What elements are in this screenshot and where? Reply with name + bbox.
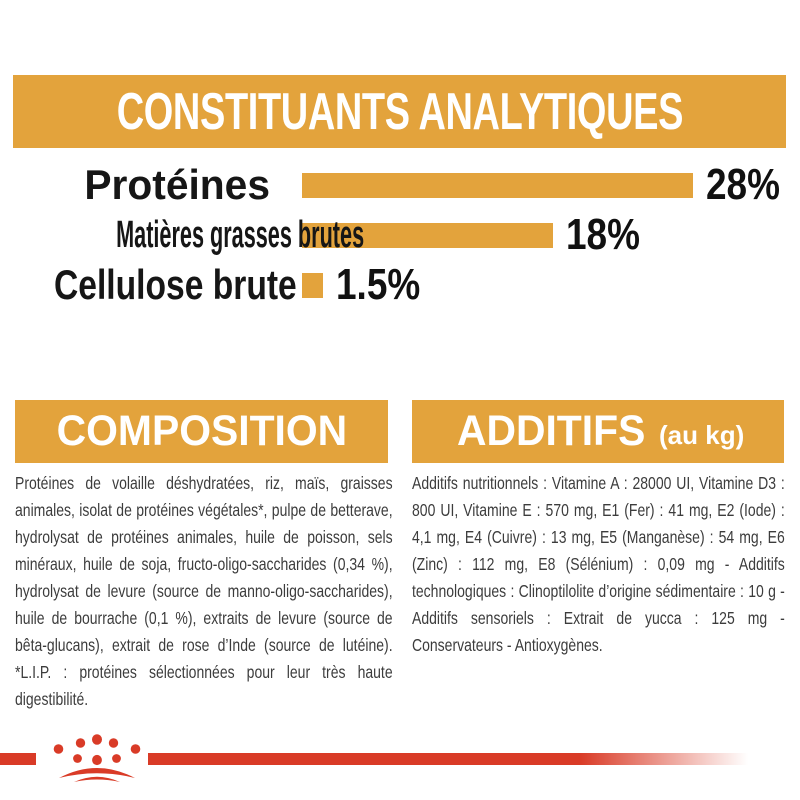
composition-section-banner: COMPOSITION <box>15 400 388 463</box>
chart-bar <box>302 222 553 248</box>
additifs-section-title-suffix: (au kg) <box>659 420 745 450</box>
paw-crown-icon <box>53 734 141 782</box>
footer-rule-left-segment <box>0 753 36 765</box>
chart-bar <box>302 272 323 298</box>
footer-rule-main-segment <box>148 753 748 765</box>
chart-value-label: 1.5% <box>336 260 421 309</box>
additifs-section-title: ADDITIFS <box>456 407 646 455</box>
chart-bar-area: 1.5% <box>302 260 436 310</box>
composition-body-text: Protéines de volaille déshydratées, riz,… <box>15 473 393 709</box>
page-title: CONSTITUANTS ANALYTIQUES <box>116 82 683 141</box>
chart-bar-area: 28% <box>302 160 794 210</box>
header-banner: CONSTITUANTS ANALYTIQUES <box>13 75 786 148</box>
composition-section-title: COMPOSITION <box>56 407 347 455</box>
chart-category-label: Matières grasses brutes <box>116 213 365 256</box>
chart-category-label: Protéines <box>84 161 271 208</box>
chart-row: Cellulose brute 1.5% <box>0 260 800 310</box>
chart-value-label: 28% <box>706 160 780 209</box>
chart-bar-area: 18% <box>302 210 654 260</box>
additifs-body-text: Additifs nutritionnels : Vitamine A : 28… <box>412 473 785 655</box>
chart-bar <box>302 172 693 198</box>
chart-category-label: Cellulose brute <box>54 261 297 308</box>
chart-row: Protéines 28% <box>0 160 800 210</box>
chart-value-label: 18% <box>566 210 640 259</box>
chart-row: Matières grasses brutes 18% <box>0 210 800 260</box>
additifs-section-banner: ADDITIFS (au kg) <box>412 400 784 463</box>
analytical-chart: Protéines 28% Matières grasses brutes 18% Ce… <box>0 160 800 310</box>
